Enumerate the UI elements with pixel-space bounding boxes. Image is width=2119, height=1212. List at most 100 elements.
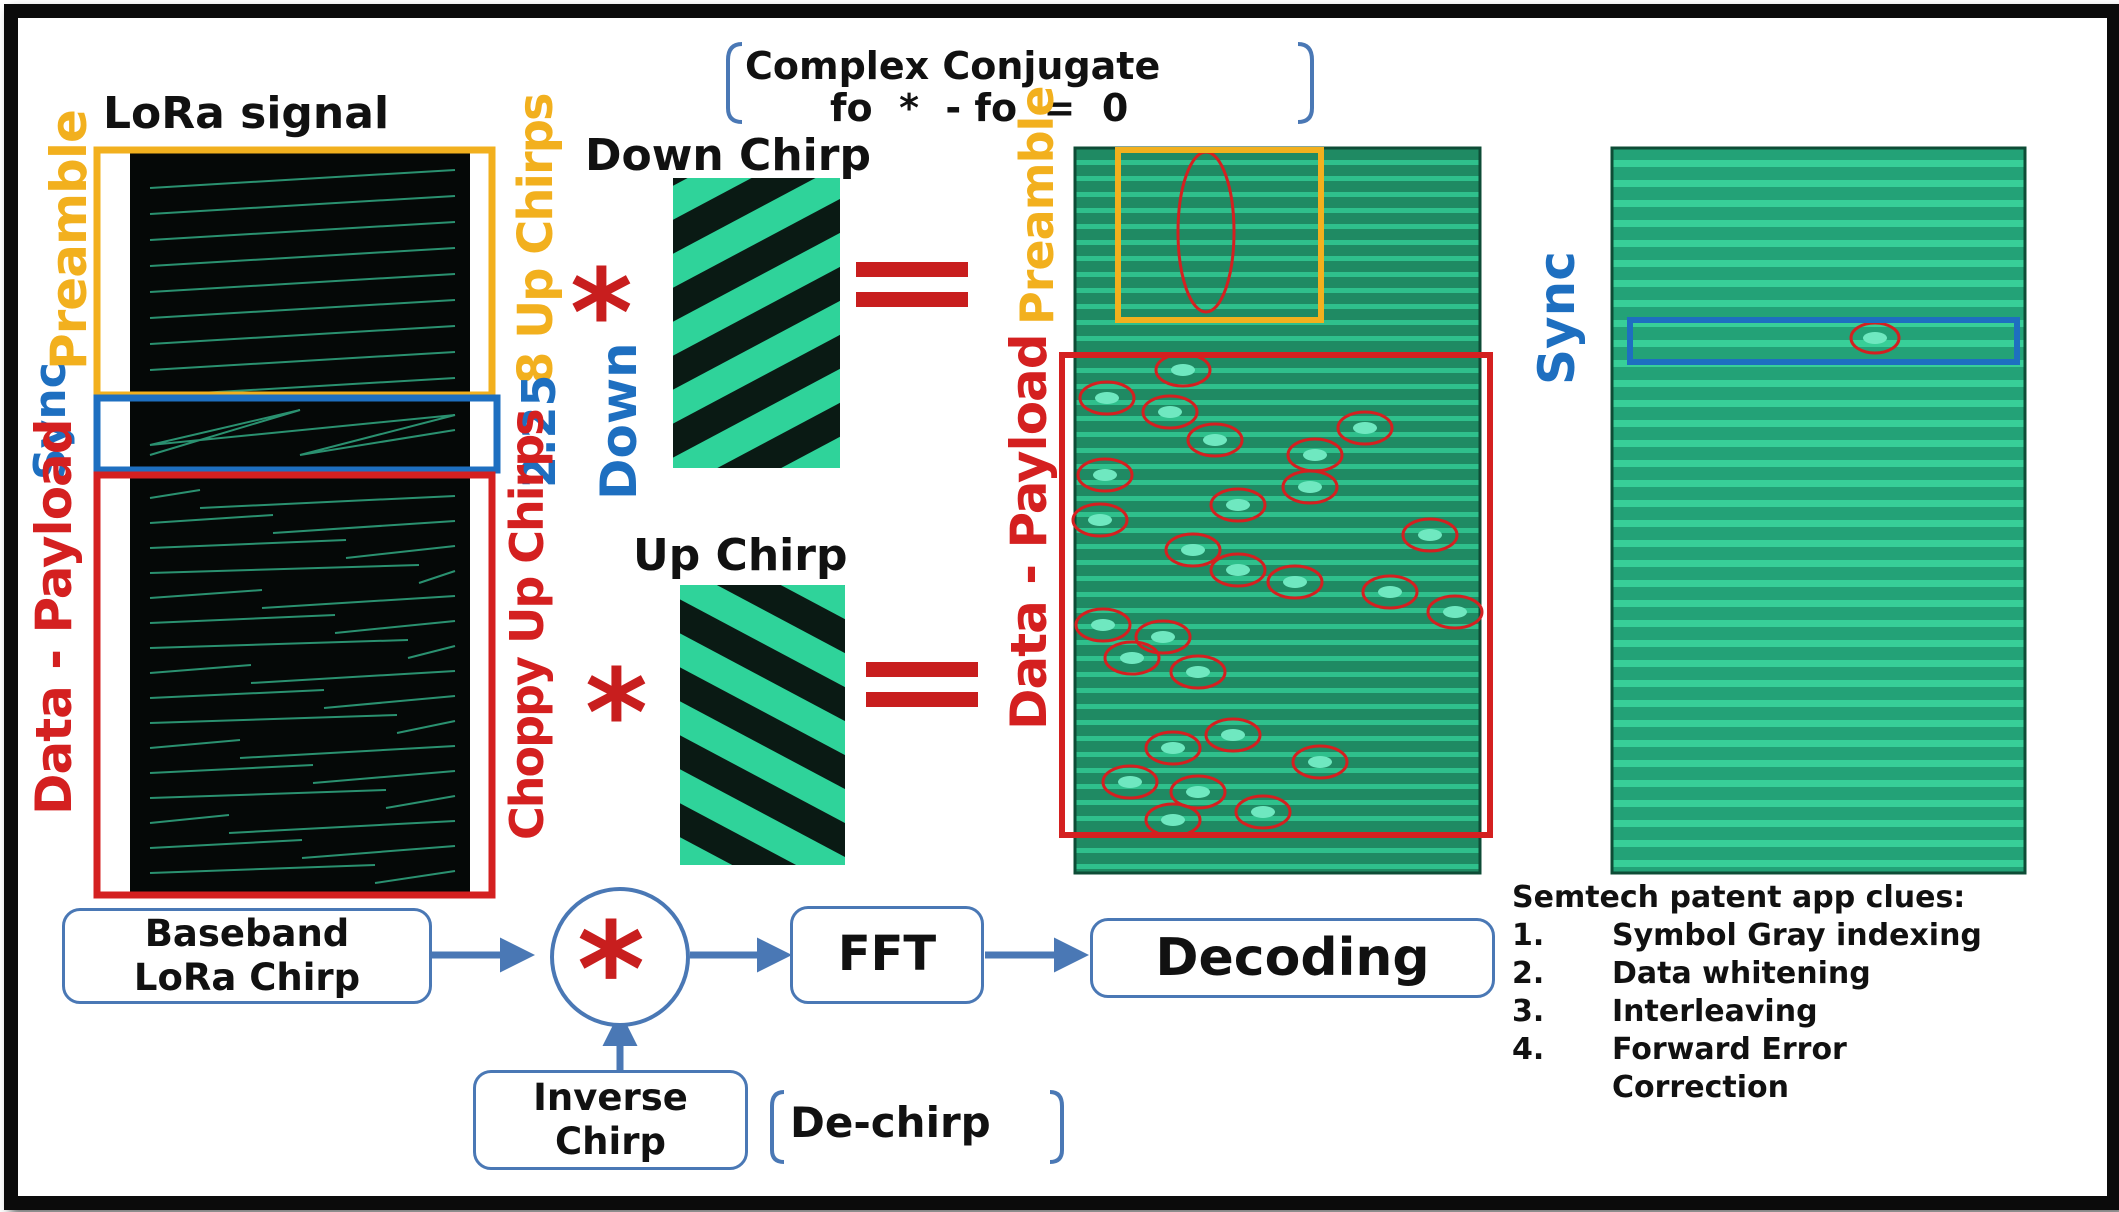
payload-chirp-line bbox=[312, 770, 456, 784]
patent-num-1: 1. bbox=[1512, 918, 1545, 953]
peak-marker bbox=[1234, 794, 1292, 830]
chirp-line bbox=[149, 351, 456, 371]
payload-chirp-line bbox=[149, 664, 252, 674]
peak-dot bbox=[1091, 619, 1115, 631]
peak-marker bbox=[1169, 774, 1227, 810]
payload-chirp-line bbox=[149, 589, 263, 599]
chirp-line bbox=[149, 169, 456, 189]
payload-chirp-line bbox=[149, 614, 336, 624]
peak-marker bbox=[1209, 552, 1267, 588]
payload-chirp-line bbox=[149, 764, 314, 774]
up-chirp-tile bbox=[680, 585, 845, 865]
chirp-line bbox=[149, 221, 456, 241]
peak-dot bbox=[1283, 576, 1307, 588]
peak-dot bbox=[1203, 434, 1227, 446]
data-payload-label-mid: Data - Payload bbox=[1000, 334, 1058, 730]
up-chirp-title: Up Chirp bbox=[633, 530, 848, 581]
peak-marker bbox=[1103, 640, 1161, 676]
peak-marker bbox=[1361, 574, 1419, 610]
data-box-left bbox=[93, 471, 496, 899]
payload-chirp-line bbox=[149, 514, 274, 524]
peak-dot bbox=[1088, 514, 1112, 526]
multiply-symbol-2: * bbox=[585, 645, 648, 784]
data-payload-label-left: Data - Payload bbox=[25, 419, 83, 815]
peak-marker bbox=[1074, 607, 1132, 643]
complex-conjugate-line2: fo * - fo = 0 bbox=[830, 86, 1129, 130]
peak-marker bbox=[1204, 717, 1262, 753]
payload-chirp-line bbox=[301, 845, 456, 859]
peak-dot bbox=[1093, 469, 1117, 481]
inverse-line1: Inverse bbox=[533, 1075, 688, 1119]
payload-chirp-line bbox=[149, 564, 420, 574]
payload-chirp-line bbox=[374, 870, 456, 884]
payload-chirp-line bbox=[149, 714, 398, 724]
equals-sign-1 bbox=[856, 262, 968, 307]
payload-chirp-line bbox=[228, 820, 456, 834]
payload-chirp-line bbox=[407, 645, 456, 659]
lora-spectrogram bbox=[130, 150, 470, 895]
decoding-label: Decoding bbox=[1155, 927, 1430, 988]
multiply-symbol-pipeline: * bbox=[577, 894, 645, 1046]
peak-dot bbox=[1303, 449, 1327, 461]
peak-dot bbox=[1120, 652, 1144, 664]
payload-chirp-line bbox=[323, 695, 456, 709]
choppy-up-chirps-label: Choppy Up Chirps bbox=[500, 410, 554, 840]
peak-dot bbox=[1186, 786, 1210, 798]
payload-chirp-line bbox=[149, 814, 230, 824]
peak-dot bbox=[1161, 742, 1185, 754]
peak-marker bbox=[1281, 469, 1339, 505]
baseband-line1: Baseband bbox=[144, 911, 350, 955]
preamble-label-left: Preamble bbox=[40, 110, 98, 370]
patent-num-2: 2. bbox=[1512, 956, 1545, 991]
peak-marker bbox=[1209, 487, 1267, 523]
peak-marker bbox=[1169, 654, 1227, 690]
peak-dot bbox=[1418, 529, 1442, 541]
bracket-icon bbox=[1049, 1090, 1064, 1164]
preamble-label-mid: Preamble bbox=[1010, 86, 1064, 325]
payload-chirp-line bbox=[149, 489, 201, 499]
payload-chirp-line bbox=[334, 620, 456, 634]
peak-marker bbox=[1144, 730, 1202, 766]
decoding-box: Decoding bbox=[1090, 918, 1495, 998]
patent-item-2: Data whitening bbox=[1612, 956, 1871, 991]
chirp-line bbox=[149, 195, 456, 215]
sync-box-left bbox=[93, 394, 501, 474]
peak-dot bbox=[1186, 666, 1210, 678]
peak-marker bbox=[1186, 422, 1244, 458]
payload-chirp-line bbox=[250, 670, 456, 684]
peak-marker bbox=[1141, 394, 1199, 430]
peak-marker bbox=[1071, 502, 1129, 538]
chirp-line bbox=[149, 247, 456, 267]
sync-label-right: Sync bbox=[1528, 251, 1586, 385]
payload-chirp-line bbox=[418, 570, 456, 584]
payload-chirp-line bbox=[261, 595, 456, 609]
multiply-circle bbox=[550, 887, 690, 1027]
multiply-symbol-1: * bbox=[570, 245, 633, 384]
payload-chirp-line bbox=[199, 495, 456, 509]
patent-item-4: Forward Error bbox=[1612, 1032, 1847, 1067]
baseband-lora-chirp-box: Baseband LoRa Chirp bbox=[62, 908, 432, 1004]
dechirp-label: De-chirp bbox=[790, 1098, 991, 1147]
peak-dot bbox=[1171, 364, 1195, 376]
peak-dot bbox=[1378, 586, 1402, 598]
payload-chirp-line bbox=[149, 864, 376, 874]
peak-marker bbox=[1134, 619, 1192, 655]
sync-spectrogram bbox=[1610, 146, 2027, 875]
patent-num-3: 3. bbox=[1512, 994, 1545, 1029]
bracket-icon bbox=[1297, 42, 1314, 124]
peak-dot bbox=[1118, 776, 1142, 788]
payload-chirp-line bbox=[149, 539, 347, 549]
patent-item-1: Symbol Gray indexing bbox=[1612, 918, 1982, 953]
payload-chirp-line bbox=[239, 745, 456, 759]
peak-marker bbox=[1076, 457, 1134, 493]
peak-dot bbox=[1158, 406, 1182, 418]
down-chirp-title: Down Chirp bbox=[585, 130, 871, 181]
down-chirp-tile bbox=[673, 178, 840, 468]
chirp-line bbox=[149, 299, 456, 319]
data-box-mid bbox=[1059, 352, 1493, 838]
lora-signal-title: LoRa signal bbox=[103, 88, 390, 139]
peak-dot bbox=[1221, 729, 1245, 741]
peak-marker bbox=[1336, 410, 1394, 446]
